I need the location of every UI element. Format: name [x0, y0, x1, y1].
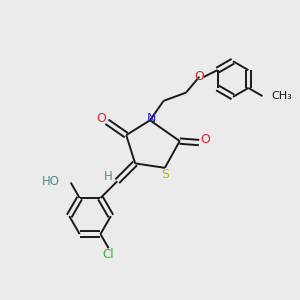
Text: S: S [161, 168, 169, 181]
Text: CH₃: CH₃ [271, 91, 292, 100]
Text: H: H [103, 170, 112, 183]
Text: O: O [97, 112, 106, 125]
Text: O: O [200, 133, 210, 146]
Text: N: N [147, 112, 156, 125]
Text: Cl: Cl [103, 248, 114, 261]
Text: HO: HO [42, 175, 60, 188]
Text: O: O [194, 70, 204, 83]
